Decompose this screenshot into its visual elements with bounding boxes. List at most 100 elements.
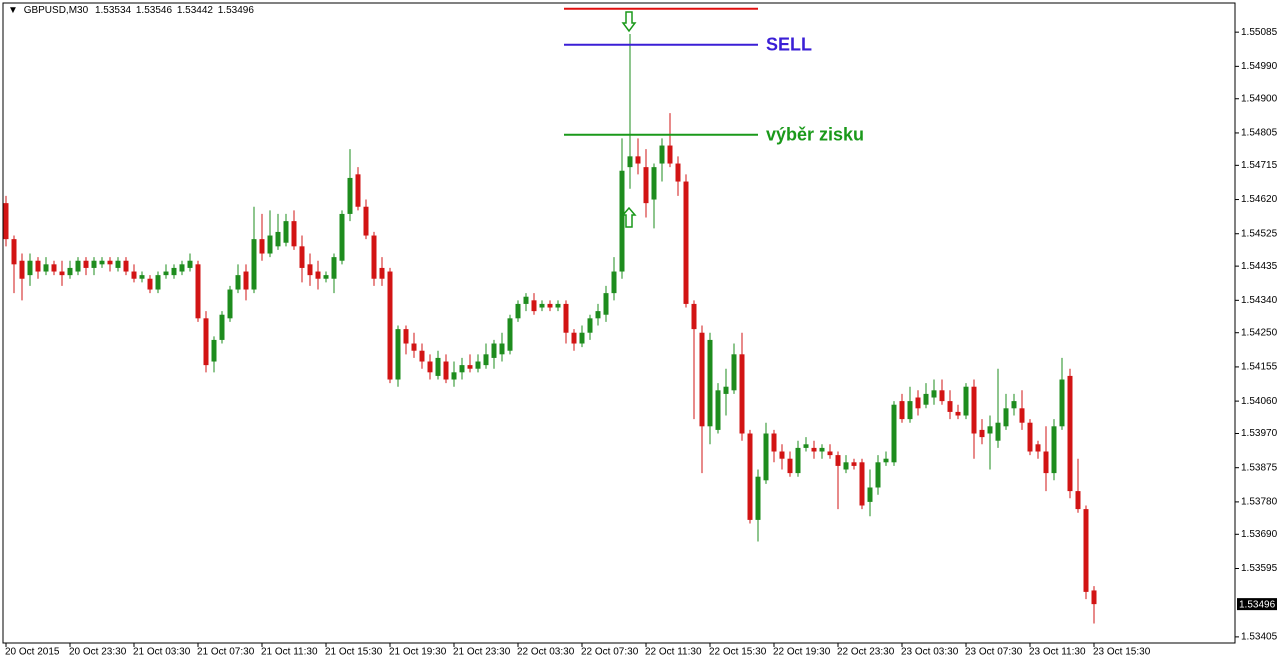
candle-body bbox=[899, 401, 905, 420]
candle-body bbox=[275, 231, 281, 247]
candle-body bbox=[1043, 451, 1049, 474]
candle-body bbox=[419, 350, 425, 362]
candle-body bbox=[259, 239, 265, 254]
candle-body bbox=[91, 260, 97, 268]
x-tick-label: 21 Oct 15:30 bbox=[325, 647, 383, 658]
x-tick-label: 21 Oct 03:30 bbox=[133, 647, 191, 658]
candle-body bbox=[715, 390, 721, 430]
candle-body bbox=[1027, 422, 1033, 452]
candle-body bbox=[851, 462, 857, 466]
candle-body bbox=[339, 213, 345, 261]
candle-body bbox=[323, 275, 329, 279]
y-tick-label: 1.53595 bbox=[1241, 563, 1278, 574]
candle-body bbox=[83, 260, 89, 268]
candle-body bbox=[555, 303, 561, 308]
candle-body bbox=[11, 239, 17, 265]
candle-body bbox=[931, 390, 937, 398]
x-tick-label: 21 Oct 23:30 bbox=[453, 647, 511, 658]
candle-body bbox=[1011, 401, 1017, 409]
plot-frame bbox=[2, 2, 1236, 644]
candle-body bbox=[43, 264, 49, 272]
candle-body bbox=[915, 397, 921, 409]
candle-body bbox=[219, 314, 225, 340]
candle-body bbox=[675, 163, 681, 182]
y-tick-label: 1.53690 bbox=[1241, 529, 1278, 540]
candle-body bbox=[507, 318, 513, 351]
y-tick-label: 1.54990 bbox=[1241, 61, 1278, 72]
candle-body bbox=[659, 145, 665, 164]
candle-body bbox=[227, 289, 233, 319]
x-tick-label: 22 Oct 15:30 bbox=[709, 647, 767, 658]
level-label: SELL bbox=[766, 35, 812, 55]
candle-body bbox=[939, 390, 945, 402]
candle-body bbox=[267, 235, 273, 254]
candle-body bbox=[411, 343, 417, 351]
candle-body bbox=[19, 260, 25, 279]
candle-body bbox=[1091, 590, 1097, 605]
x-tick-label: 23 Oct 03:30 bbox=[901, 647, 959, 658]
x-tick-label: 23 Oct 15:30 bbox=[1093, 647, 1151, 658]
candle-body bbox=[139, 275, 145, 279]
candle-body bbox=[971, 386, 977, 434]
candle-body bbox=[691, 303, 697, 330]
symbol: GBPUSD,M30 bbox=[24, 5, 89, 16]
candle-body bbox=[803, 444, 809, 448]
candle-body bbox=[299, 246, 305, 268]
y-tick-label: 1.54900 bbox=[1241, 93, 1278, 104]
x-tick-label: 22 Oct 19:30 bbox=[773, 647, 831, 658]
candle-body bbox=[571, 332, 577, 344]
candle-body bbox=[563, 303, 569, 333]
y-tick-label: 1.54715 bbox=[1241, 160, 1278, 171]
candle-body bbox=[387, 271, 393, 380]
candle-body bbox=[171, 267, 177, 276]
candle-body bbox=[115, 260, 121, 268]
candle-body bbox=[347, 177, 353, 214]
candle-body bbox=[755, 476, 761, 520]
candle-body bbox=[363, 206, 369, 236]
candle-body bbox=[395, 329, 401, 380]
candle-body bbox=[59, 271, 65, 276]
candle-body bbox=[987, 426, 993, 434]
x-tick-label: 21 Oct 11:30 bbox=[261, 647, 318, 658]
candle-body bbox=[107, 260, 113, 265]
candle-body bbox=[667, 145, 673, 164]
candle-body bbox=[1019, 408, 1025, 423]
candle-body bbox=[155, 275, 161, 290]
candle-body bbox=[291, 221, 297, 247]
candle-body bbox=[739, 354, 745, 434]
candle-body bbox=[1051, 426, 1057, 474]
candle-body bbox=[131, 271, 137, 279]
candle-body bbox=[843, 462, 849, 470]
candle-body bbox=[475, 361, 481, 369]
candle-body bbox=[251, 239, 257, 290]
candle-body bbox=[835, 455, 841, 466]
candle-body bbox=[371, 235, 377, 279]
candle-body bbox=[731, 354, 737, 391]
candle-body bbox=[539, 303, 545, 308]
candle-body bbox=[995, 422, 1001, 441]
candle-body bbox=[811, 447, 817, 452]
candle-body bbox=[1075, 491, 1081, 510]
candle-body bbox=[331, 257, 337, 279]
candle-body bbox=[35, 260, 41, 272]
candle-body bbox=[147, 278, 153, 290]
candle-body bbox=[907, 401, 913, 420]
candle-body bbox=[531, 300, 537, 312]
x-tick-label: 22 Oct 11:30 bbox=[645, 647, 702, 658]
x-tick-label: 23 Oct 07:30 bbox=[965, 647, 1023, 658]
candle-body bbox=[379, 267, 385, 279]
sell-arrow bbox=[621, 11, 637, 33]
x-tick-label: 21 Oct 19:30 bbox=[389, 647, 447, 658]
candle-body bbox=[1003, 408, 1009, 427]
candle-body bbox=[499, 343, 505, 355]
x-tick-label: 21 Oct 07:30 bbox=[197, 647, 255, 658]
candle-body bbox=[947, 401, 953, 412]
y-tick-label: 1.54060 bbox=[1241, 396, 1278, 407]
candle-body bbox=[779, 451, 785, 459]
y-tick-label: 1.54250 bbox=[1241, 327, 1278, 338]
candle-body bbox=[243, 271, 249, 290]
candle-body bbox=[707, 339, 713, 427]
candle-body bbox=[179, 264, 185, 272]
candle-body bbox=[491, 343, 497, 358]
candle-body bbox=[203, 318, 209, 366]
